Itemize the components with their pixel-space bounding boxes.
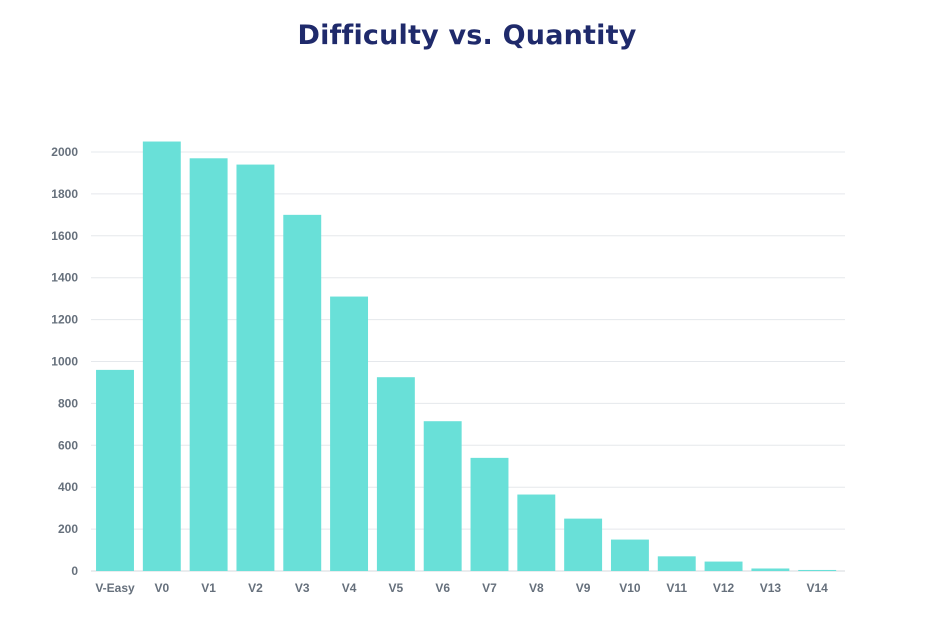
bar-v6[interactable] (423, 421, 462, 571)
bar-v9[interactable] (564, 518, 603, 571)
x-tick-label: V4 (342, 581, 357, 595)
y-tick-label: 1800 (51, 187, 78, 201)
y-tick-label: 0 (71, 564, 78, 578)
y-tick-label: 2000 (51, 145, 78, 159)
chart-title: Difficulty vs. Quantity (297, 20, 637, 51)
x-tick-label: V9 (576, 581, 591, 595)
y-tick-label: 200 (58, 522, 78, 536)
bar-v5[interactable] (376, 377, 415, 571)
bar-layer (96, 141, 837, 571)
bar-v11[interactable] (657, 556, 696, 571)
y-tick-label: 1200 (51, 313, 78, 327)
x-tick-label: V10 (619, 581, 641, 595)
x-tick-label: V5 (389, 581, 404, 595)
bar-v7[interactable] (470, 457, 509, 571)
x-tick-label: V-Easy (95, 581, 135, 595)
bar-v2[interactable] (236, 164, 275, 571)
bar-v13[interactable] (751, 568, 790, 571)
x-tick-label: V12 (713, 581, 735, 595)
x-tick-label: V11 (666, 581, 687, 595)
y-tick-label: 1000 (51, 355, 78, 369)
x-tick-label: V1 (201, 581, 216, 595)
x-tick-label: V6 (435, 581, 450, 595)
y-tick-label: 800 (58, 396, 78, 410)
y-tick-label: 400 (58, 480, 78, 494)
bar-v0[interactable] (142, 141, 181, 571)
x-tick-label: V0 (154, 581, 169, 595)
bar-v3[interactable] (283, 214, 322, 571)
x-tick-label: V8 (529, 581, 544, 595)
bar-v12[interactable] (704, 561, 743, 571)
x-tick-label: V13 (760, 581, 782, 595)
bar-v4[interactable] (330, 296, 369, 571)
y-tick-label: 1600 (51, 229, 78, 243)
x-tick-label: V14 (807, 581, 829, 595)
x-tick-label: V2 (248, 581, 263, 595)
bar-v8[interactable] (517, 494, 556, 571)
x-axis-ticks: V-Easy V0 V1 V2 V3 V4 V5 V6 V7 V8 V9 V10 V11 V12 V13 V1… (95, 581, 828, 595)
bar-v10[interactable] (610, 539, 649, 571)
y-tick-label: 600 (58, 438, 78, 452)
bar-v-easy[interactable] (96, 369, 134, 571)
bar-v1[interactable] (189, 158, 228, 571)
x-tick-label: V3 (295, 581, 310, 595)
y-tick-label: 1400 (51, 271, 78, 285)
y-axis-ticks: 0 200 400 600 800 1000 1200 1400 1600 1800 2000 (51, 145, 78, 578)
x-tick-label: V7 (482, 581, 497, 595)
bar-v14[interactable] (798, 569, 837, 571)
